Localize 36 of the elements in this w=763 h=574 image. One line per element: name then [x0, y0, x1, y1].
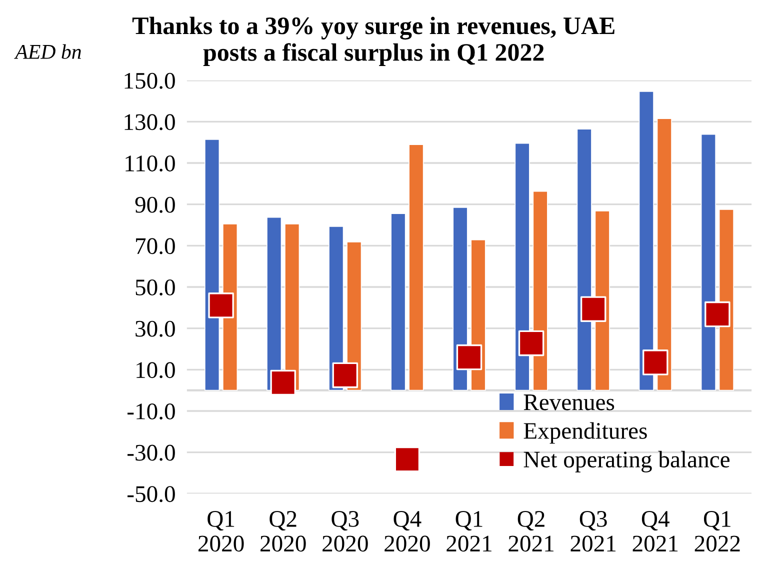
point	[580, 296, 606, 322]
y-tick-label: 50.0	[136, 279, 175, 296]
y-tick-label: -50.0	[128, 486, 175, 502]
y-tick-label: 90.0	[135, 196, 175, 213]
legend-label: Revenues	[524, 394, 614, 410]
point	[642, 350, 668, 376]
y-tick-label: -30.0	[128, 444, 175, 461]
y-axis-title: AED bn	[14, 44, 81, 59]
point	[704, 301, 730, 328]
legend-label: Expenditures	[524, 422, 647, 444]
x-tick-label: Q3 2020	[322, 511, 368, 552]
y-tick-label: 150.0	[124, 72, 175, 89]
point	[208, 292, 234, 318]
point	[270, 370, 296, 396]
x-tick-label: Q1 2021	[446, 511, 492, 552]
y-tick-label: 110.0	[126, 156, 175, 172]
y-tick-label: 70.0	[136, 238, 175, 254]
x-tick-label: Q4 2020	[384, 511, 430, 552]
y-tick-label: 10.0	[136, 362, 175, 378]
y-tick-label: 30.0	[136, 320, 175, 337]
point	[456, 344, 482, 370]
point	[394, 446, 420, 472]
point	[332, 362, 358, 388]
legend-label: Net operating balance	[524, 450, 730, 472]
bar	[408, 144, 424, 391]
x-tick-label: Q1 2020	[198, 511, 244, 552]
bar	[390, 213, 406, 391]
x-tick-label: Q1 2022	[694, 511, 740, 552]
point	[518, 330, 544, 356]
x-tick-label: Q2 2021	[508, 511, 554, 552]
x-tick-label: Q4 2021	[632, 511, 678, 552]
chart-title: Thanks to a 39% yoy surge in revenues, UAE posts a fiscal surplus in Q1 2022	[132, 16, 614, 66]
x-tick-label: Q3 2021	[570, 511, 616, 552]
y-tick-label: -10.0	[128, 403, 175, 420]
x-tick-label: Q2 2020	[260, 511, 306, 552]
y-tick-label: 130.0	[124, 114, 175, 130]
